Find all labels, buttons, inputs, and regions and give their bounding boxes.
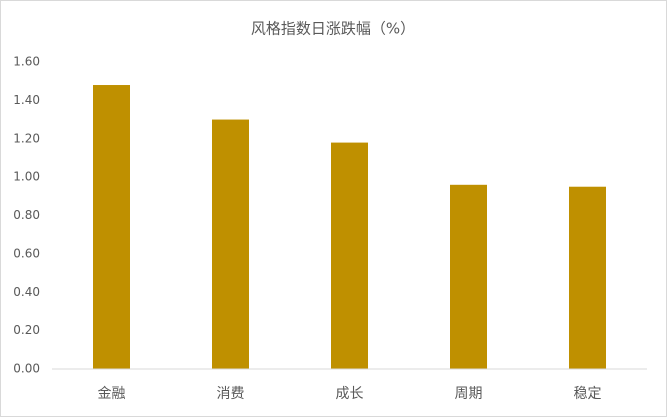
y-tick-label: 0.80	[13, 208, 40, 222]
bar	[331, 142, 368, 369]
bar	[569, 186, 606, 369]
bar	[450, 184, 487, 369]
bar	[212, 119, 249, 369]
y-tick-label: 0.40	[13, 285, 40, 299]
y-tick-label: 0.60	[13, 246, 40, 260]
y-tick-label: 0.00	[13, 362, 40, 376]
x-tick-label: 稳定	[574, 386, 602, 402]
chart-title: 风格指数日涨跌幅（%）	[251, 20, 415, 38]
x-tick-label: 周期	[455, 386, 483, 402]
y-tick-label: 1.20	[13, 131, 40, 145]
x-tick-label: 消费	[217, 386, 245, 402]
x-tick-label: 金融	[98, 386, 126, 402]
y-tick-label: 1.00	[13, 170, 40, 184]
y-tick-label: 0.20	[13, 323, 40, 337]
bar	[93, 85, 130, 370]
y-tick-label: 1.60	[13, 55, 40, 69]
y-tick-label: 1.40	[13, 93, 40, 107]
x-tick-label: 成长	[336, 386, 364, 402]
